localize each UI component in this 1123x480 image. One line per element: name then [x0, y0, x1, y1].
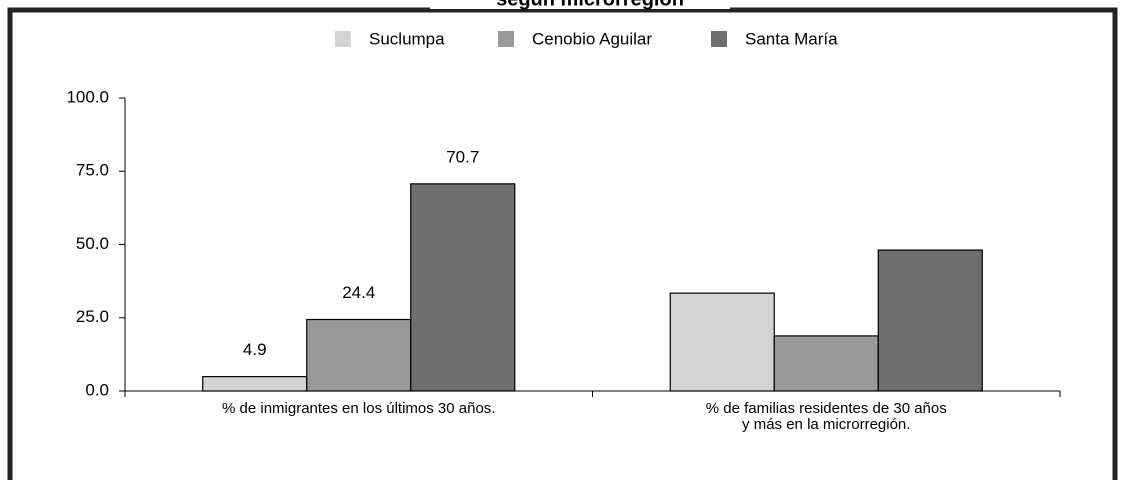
x-tick-label: % de familias residentes de 30 años y má…: [705, 401, 947, 433]
legend-label: Cenobio Aguilar: [532, 29, 652, 48]
data-label: 24.4: [342, 283, 375, 302]
y-tick-label: 75.0: [76, 161, 109, 180]
legend-label: Santa María: [745, 29, 838, 48]
data-label: 4.9: [243, 340, 267, 359]
title-gap: [430, 0, 730, 9]
y-tick-label: 0.0: [85, 380, 109, 399]
frame: [7, 7, 1118, 480]
bar: [773, 335, 879, 392]
y-tick-label: 100.0: [66, 87, 109, 106]
legend-swatch: [498, 31, 514, 47]
legend-swatch: [711, 31, 727, 47]
legend-swatch: [335, 31, 351, 47]
y-tick-label: 25.0: [76, 307, 109, 326]
y-tick-label: 50.0: [76, 234, 109, 253]
bar: [306, 318, 412, 392]
x-tick-label: % de inmigrantes en los últimos 30 años.: [222, 401, 496, 417]
bar: [669, 292, 775, 392]
bar: [410, 183, 516, 392]
legend-label: Suclumpa: [369, 29, 445, 48]
x-tick-label-box: % de familias residentes de 30 años y má…: [705, 401, 947, 433]
chart-title: según microrregión: [496, 0, 684, 10]
data-label: 70.7: [446, 147, 479, 166]
bar: [202, 376, 308, 392]
x-tick-label-box: % de inmigrantes en los últimos 30 años.: [222, 401, 496, 417]
bar: [877, 249, 983, 392]
